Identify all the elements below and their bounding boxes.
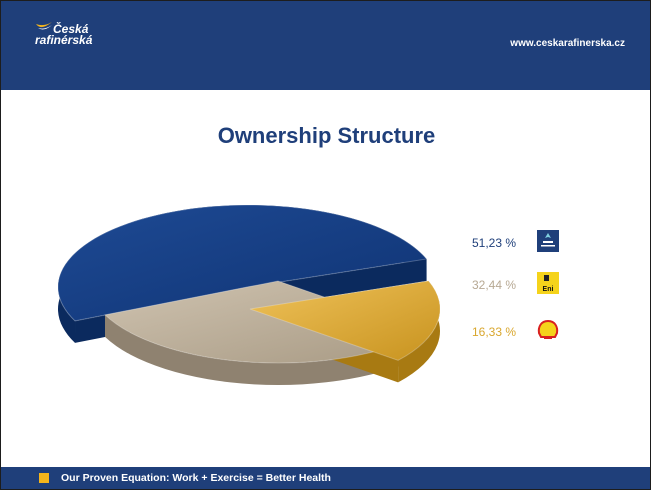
website-url: www.ceskarafinerska.cz — [510, 38, 625, 49]
legend-value: 51,23 % — [472, 236, 517, 250]
footer-bullet-icon — [39, 473, 49, 483]
legend-item: 32,44 % Eni — [472, 271, 559, 299]
legend-item: 51,23 % — [472, 229, 559, 257]
logo-text-line2: rafinérská — [35, 33, 93, 47]
footer-text: Our Proven Equation: Work + Exercise = B… — [61, 472, 331, 484]
pie-slice-eni-side — [105, 314, 427, 386]
pie-slice-unipetrol — [57, 204, 428, 322]
slide-title: Ownership Structure — [217, 123, 436, 148]
unipetrol-logo-icon — [537, 229, 559, 257]
pie-slice-shell-side — [398, 280, 441, 383]
legend-value: 16,33 % — [472, 325, 517, 339]
legend-value: 32,44 % — [472, 278, 517, 292]
logo-swoosh-icon — [36, 22, 52, 30]
svg-text:Eni: Eni — [543, 286, 554, 293]
header-bar: Česká rafinérská www.ceskarafinerska.cz — [1, 1, 650, 90]
footer-bar: Our Proven Equation: Work + Exercise = B… — [1, 467, 650, 489]
pie-slice-shell — [249, 280, 441, 361]
eni-logo-icon: Eni — [537, 271, 559, 299]
logo-text-line1: Česká — [53, 22, 89, 36]
legend-item: 16,33 % — [472, 319, 559, 346]
shell-logo-icon — [537, 319, 559, 346]
